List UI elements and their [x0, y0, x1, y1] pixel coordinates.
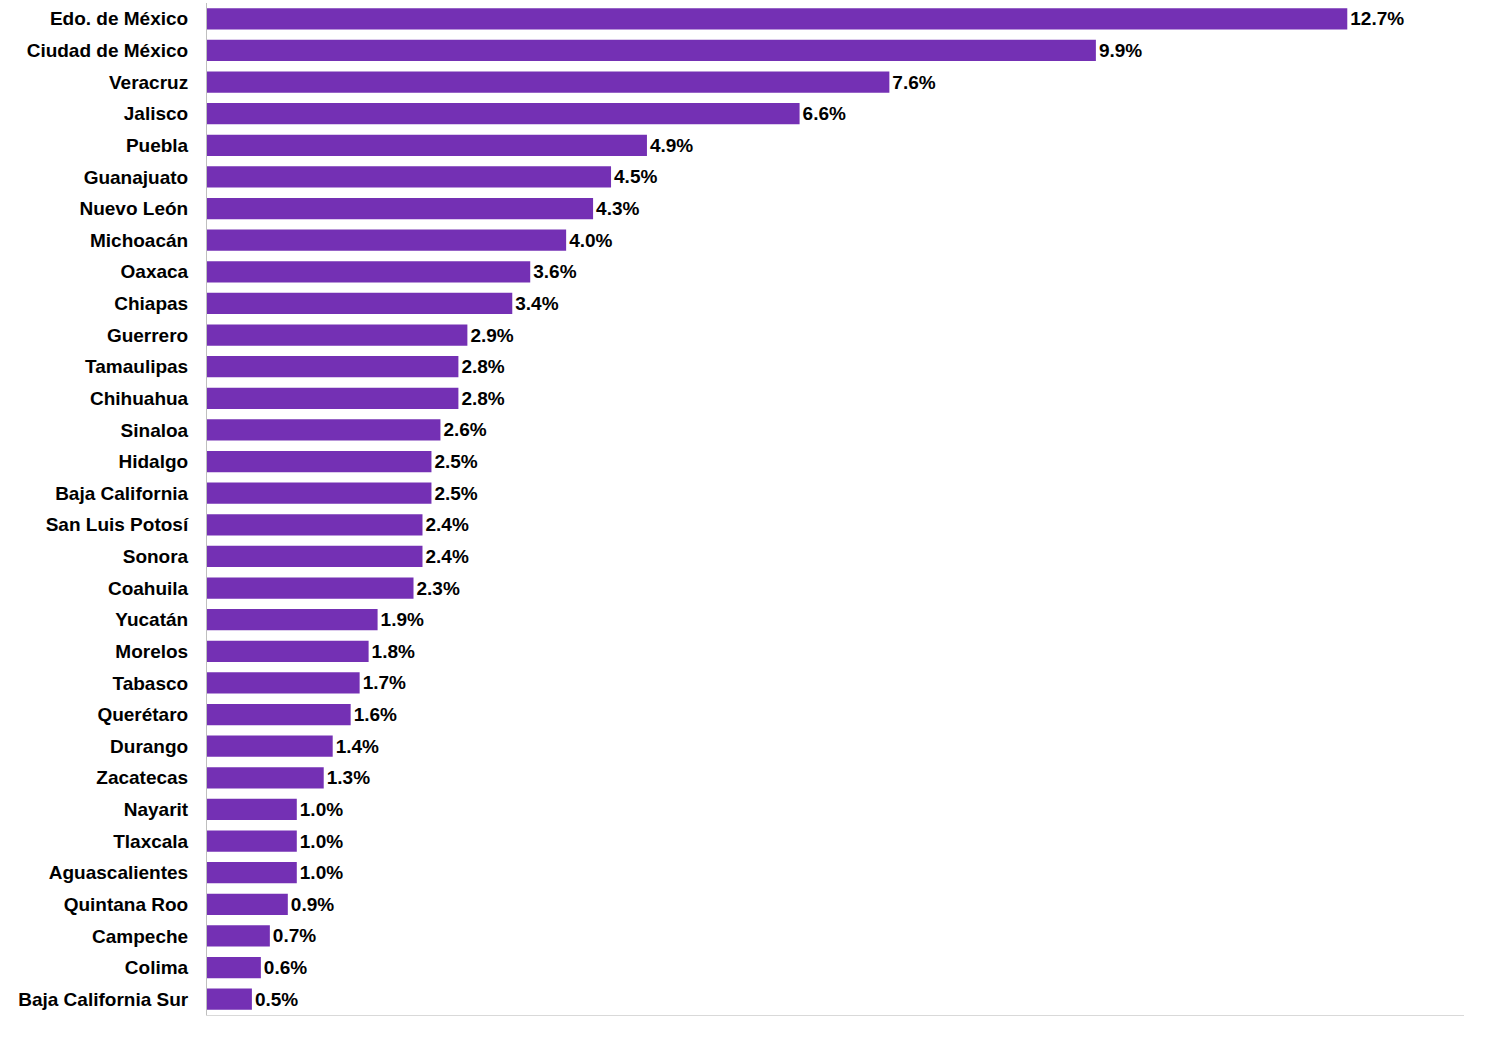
svg-text:4.0%: 4.0% [569, 230, 612, 251]
svg-text:2.3%: 2.3% [417, 578, 460, 599]
svg-text:Michoacán: Michoacán [90, 230, 188, 251]
svg-text:0.9%: 0.9% [291, 894, 334, 915]
svg-text:Durango: Durango [110, 736, 188, 757]
svg-text:1.0%: 1.0% [300, 862, 343, 883]
svg-text:1.0%: 1.0% [300, 831, 343, 852]
svg-text:1.3%: 1.3% [327, 767, 370, 788]
svg-text:Tabasco: Tabasco [113, 673, 189, 694]
svg-text:Aguascalientes: Aguascalientes [49, 862, 188, 883]
svg-text:4.3%: 4.3% [596, 198, 639, 219]
svg-text:2.6%: 2.6% [443, 419, 486, 440]
svg-text:1.0%: 1.0% [300, 799, 343, 820]
svg-text:Oaxaca: Oaxaca [121, 261, 189, 282]
svg-text:Nayarit: Nayarit [124, 799, 189, 820]
svg-text:1.8%: 1.8% [372, 641, 415, 662]
svg-text:4.9%: 4.9% [650, 135, 693, 156]
svg-text:Quintana Roo: Quintana Roo [64, 894, 189, 915]
svg-text:12.7%: 12.7% [1350, 8, 1404, 29]
svg-text:2.4%: 2.4% [425, 546, 468, 567]
svg-text:Jalisco: Jalisco [124, 103, 188, 124]
svg-text:Guanajuato: Guanajuato [84, 167, 189, 188]
svg-text:Sinaloa: Sinaloa [121, 420, 189, 441]
svg-text:Sonora: Sonora [123, 546, 189, 567]
svg-text:3.6%: 3.6% [533, 261, 576, 282]
svg-text:1.9%: 1.9% [381, 609, 424, 630]
svg-text:2.5%: 2.5% [434, 451, 477, 472]
svg-text:San Luis Potosí: San Luis Potosí [46, 514, 189, 535]
svg-text:2.5%: 2.5% [434, 483, 477, 504]
svg-text:Tamaulipas: Tamaulipas [85, 356, 188, 377]
svg-text:9.9%: 9.9% [1099, 40, 1142, 61]
svg-text:Chiapas: Chiapas [114, 293, 188, 314]
svg-text:1.6%: 1.6% [354, 704, 397, 725]
svg-text:4.5%: 4.5% [614, 166, 657, 187]
svg-text:Nuevo León: Nuevo León [79, 198, 188, 219]
svg-text:0.6%: 0.6% [264, 957, 307, 978]
svg-text:Edo. de México: Edo. de México [50, 8, 188, 29]
svg-text:Baja California Sur: Baja California Sur [18, 989, 189, 1010]
svg-text:Ciudad de México: Ciudad de México [27, 40, 189, 61]
svg-text:Querétaro: Querétaro [97, 704, 188, 725]
svg-text:0.7%: 0.7% [273, 925, 316, 946]
svg-text:2.8%: 2.8% [461, 356, 504, 377]
svg-text:1.4%: 1.4% [336, 736, 379, 757]
svg-text:Campeche: Campeche [92, 926, 188, 947]
svg-text:3.4%: 3.4% [515, 293, 558, 314]
svg-text:Tlaxcala: Tlaxcala [113, 831, 188, 852]
svg-text:Yucatán: Yucatán [115, 609, 188, 630]
svg-text:Veracruz: Veracruz [109, 72, 188, 93]
svg-text:Guerrero: Guerrero [107, 325, 188, 346]
svg-text:0.5%: 0.5% [255, 989, 298, 1010]
svg-text:7.6%: 7.6% [892, 72, 935, 93]
svg-text:2.8%: 2.8% [461, 388, 504, 409]
svg-text:Chihuahua: Chihuahua [90, 388, 189, 409]
svg-text:Puebla: Puebla [126, 135, 189, 156]
svg-text:Hidalgo: Hidalgo [119, 451, 189, 472]
svg-text:1.7%: 1.7% [363, 672, 406, 693]
svg-text:Colima: Colima [125, 957, 189, 978]
svg-text:Baja California: Baja California [55, 483, 188, 504]
svg-text:2.9%: 2.9% [470, 325, 513, 346]
svg-text:Coahuila: Coahuila [108, 578, 189, 599]
svg-text:Zacatecas: Zacatecas [96, 767, 188, 788]
svg-text:Morelos: Morelos [115, 641, 188, 662]
svg-text:2.4%: 2.4% [425, 514, 468, 535]
svg-text:6.6%: 6.6% [803, 103, 846, 124]
